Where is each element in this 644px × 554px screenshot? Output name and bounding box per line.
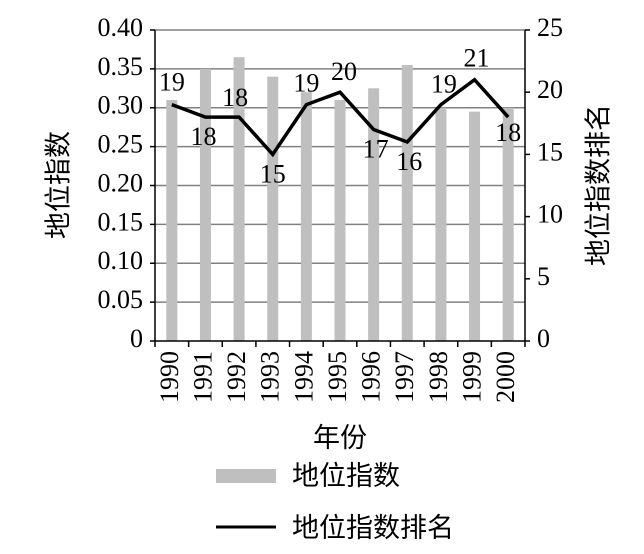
y-left-tick-label: 0.25 [98, 130, 144, 159]
bar [368, 88, 380, 341]
legend: 地位指数 地位指数排名 [216, 461, 454, 544]
data-label: 19 [431, 70, 457, 99]
data-label: 16 [396, 147, 422, 176]
y-left-tick-label: 0.40 [98, 13, 144, 42]
y-left-tick-label: 0.05 [98, 285, 144, 314]
bar [199, 68, 211, 341]
bar [334, 99, 346, 341]
x-axis-title: 年份 [313, 423, 367, 454]
data-label: 19 [293, 69, 319, 98]
x-tick-label: 1990 [155, 351, 184, 403]
legend-label-bar: 地位指数 [292, 461, 400, 492]
y-right-tick-label: 25 [537, 13, 563, 42]
bar [300, 92, 312, 341]
x-tick-label: 1998 [424, 351, 453, 403]
data-label: 15 [260, 159, 286, 188]
data-label: 18 [495, 118, 521, 147]
x-tick-label: 1997 [390, 351, 419, 403]
x-tick-label: 2000 [491, 351, 520, 403]
x-tick-label: 1996 [357, 351, 386, 403]
y-left-tick-label: 0.10 [98, 246, 144, 275]
bar [435, 107, 447, 341]
data-label: 21 [464, 44, 490, 73]
x-tick-label: 1995 [323, 351, 352, 403]
legend-swatch-bar [216, 469, 276, 483]
bar [267, 76, 279, 342]
x-tick-label: 1992 [222, 351, 251, 403]
y-left-tick-label: 0.15 [98, 207, 144, 236]
bar [401, 64, 413, 342]
data-label: 19 [159, 68, 185, 97]
x-tick-label: 1993 [256, 351, 285, 403]
legend-label-line: 地位指数排名 [292, 513, 454, 544]
y-right-tick-label: 10 [537, 200, 563, 229]
data-label: 17 [363, 134, 389, 163]
y-left-tick-label: 0.30 [98, 91, 144, 120]
y-axis-right-title: 地位指数排名 [584, 104, 615, 266]
y-right-tick-label: 20 [537, 75, 563, 104]
axes [150, 29, 530, 347]
y-left-tick-label: 0 [130, 324, 143, 353]
y-right-tick-label: 5 [537, 262, 550, 291]
y-right-tick-label: 15 [537, 137, 563, 166]
bar [233, 57, 245, 342]
bar [469, 111, 481, 341]
y-left-tick-label: 0.35 [98, 52, 144, 81]
y-right-tick-label: 0 [537, 324, 550, 353]
data-label: 18 [222, 83, 248, 112]
x-tick-label: 1999 [458, 351, 487, 403]
y-left-tick-label: 0.20 [98, 168, 144, 197]
rank-line [171, 77, 510, 158]
data-label: 20 [331, 57, 357, 86]
bar [166, 99, 178, 341]
y-axis-left-title: 地位指数 [44, 131, 75, 239]
x-tick-label: 1991 [188, 351, 217, 403]
tick-labels: 0 0.05 0.10 0.15 0.20 0.25 0.30 0.35 0.40 0 5 10 15 2… [98, 13, 564, 403]
bar-series [166, 57, 514, 342]
bar [502, 107, 514, 341]
x-tick-label: 1994 [289, 351, 318, 403]
data-label: 18 [190, 122, 216, 151]
